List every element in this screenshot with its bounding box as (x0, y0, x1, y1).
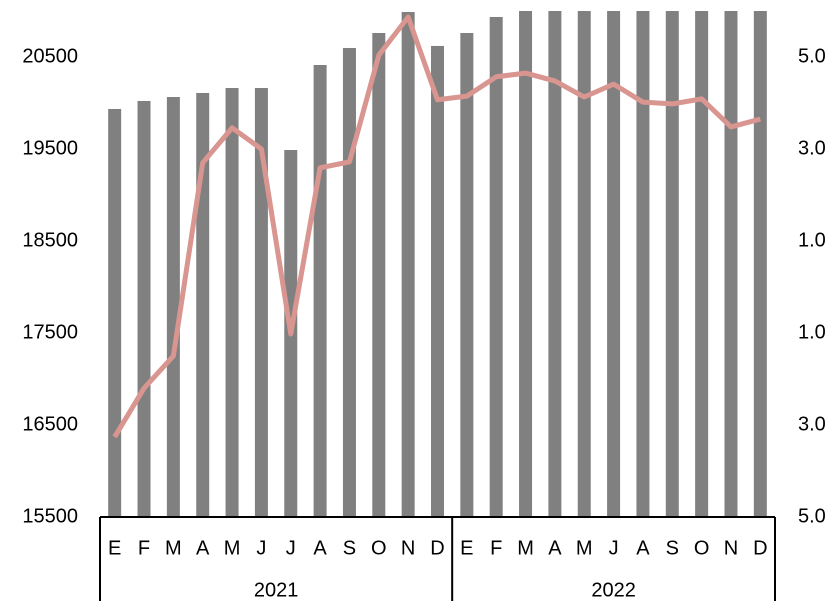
bar (342, 47, 356, 517)
x-tick-label: D (430, 537, 444, 559)
y2-tick-label: 5.0 (798, 45, 826, 67)
y-tick-label: 18500 (22, 229, 78, 251)
x-tick-label: F (490, 537, 502, 559)
bar (724, 11, 738, 517)
y-tick-label: 17500 (22, 321, 78, 343)
x-tick-label: M (165, 537, 182, 559)
bar (108, 108, 122, 517)
line (112, 14, 761, 439)
y-tick-label: 19500 (22, 137, 78, 159)
x-tick-label: A (196, 537, 210, 559)
bar (431, 45, 444, 518)
x-tick-label: O (371, 537, 387, 559)
x-tick-label: F (138, 537, 150, 559)
x-group-label: 2022 (591, 579, 636, 601)
bar (519, 11, 533, 517)
y-tick-label: 20500 (22, 45, 78, 67)
x-tick-label: M (517, 537, 534, 559)
x-tick-label: E (108, 537, 121, 559)
x-tick-label: J (256, 537, 266, 559)
y-tick-label: 16500 (22, 413, 78, 435)
bar (636, 11, 650, 517)
x-tick-label: S (666, 537, 679, 559)
bar (489, 16, 503, 517)
y2-tick-label: 1.0 (798, 321, 826, 343)
x-tick-label: J (609, 537, 619, 559)
bar (254, 88, 268, 517)
x-tick-label: O (694, 537, 710, 559)
y2-tick-label: 3.0 (798, 137, 826, 159)
bar (137, 100, 151, 517)
x-tick-label: M (576, 537, 593, 559)
bar (665, 11, 679, 517)
y2-tick-label: 3.0 (798, 413, 826, 435)
bar (607, 11, 621, 517)
bar (548, 11, 562, 517)
bar (460, 32, 474, 517)
bar (225, 88, 239, 517)
x-tick-label: A (636, 537, 650, 559)
bar (372, 32, 386, 517)
x-tick-label: A (548, 537, 562, 559)
x-tick-label: E (460, 537, 473, 559)
x-tick-label: A (313, 537, 327, 559)
x-tick-label: J (286, 537, 296, 559)
y2-tick-label: 1.0 (798, 229, 826, 251)
bar (166, 97, 180, 518)
y2-tick-label: 5.0 (798, 505, 826, 527)
x-tick-label: D (753, 537, 767, 559)
x-group-label: 2021 (254, 579, 299, 601)
bar (753, 11, 767, 517)
bar (577, 11, 591, 517)
x-tick-label: N (401, 537, 415, 559)
x-tick-label: S (343, 537, 356, 559)
x-tick-label: N (724, 537, 738, 559)
y-tick-label: 15500 (22, 505, 78, 527)
bar (401, 12, 415, 518)
bar (695, 11, 709, 517)
x-tick-label: M (224, 537, 241, 559)
bar (313, 65, 327, 517)
